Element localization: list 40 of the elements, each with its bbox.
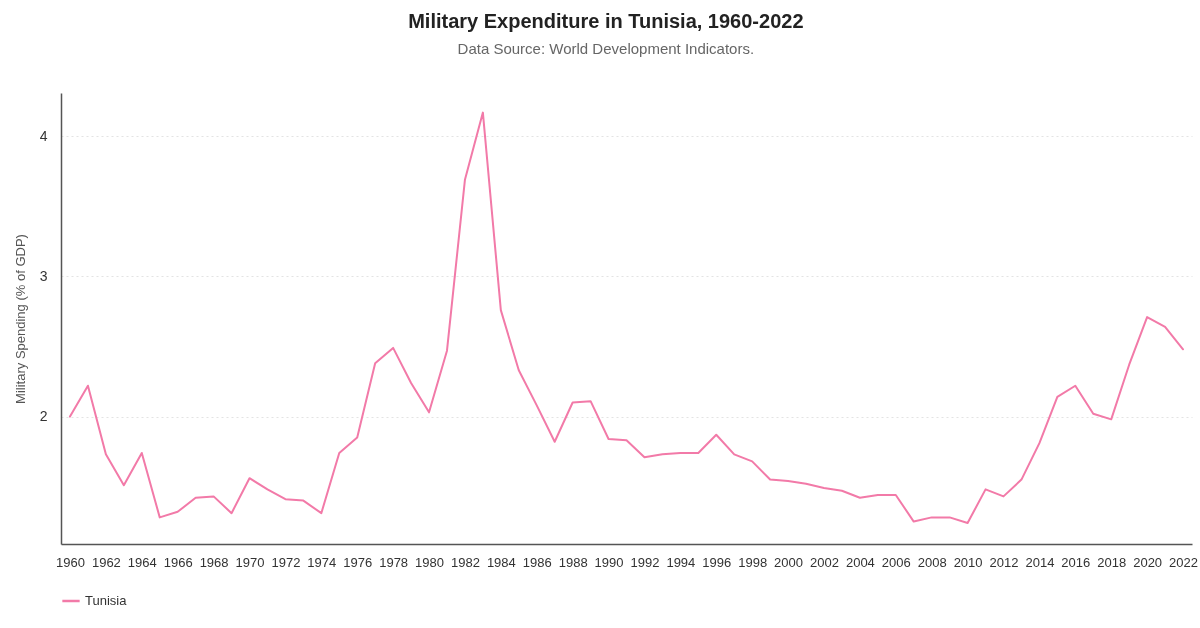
y-tick-label: 2 (39, 408, 48, 425)
x-tick-label: 1970 (235, 554, 265, 570)
x-tick-label: 2000 (774, 554, 804, 570)
x-tick-label: 1966 (163, 554, 193, 570)
x-tick-label: 2020 (1133, 554, 1163, 570)
y-tick-label: 3 (39, 267, 48, 284)
chart-subtitle: Data Source: World Development Indicators. (457, 40, 755, 57)
x-tick-label: 2004 (845, 554, 875, 570)
x-tick-label: 2016 (1061, 554, 1091, 570)
chart-title: Military Expenditure in Tunisia, 1960-2022 (408, 10, 804, 32)
x-tick-label: 1994 (666, 554, 696, 570)
x-tick-label: 1960 (56, 554, 85, 570)
x-tick-label: 1968 (199, 554, 229, 570)
legend-label: Tunisia (85, 593, 128, 608)
x-tick-label: 1964 (127, 554, 157, 570)
y-axis-title: Military Spending (% of GDP) (12, 234, 28, 404)
x-tick-label: 1980 (415, 554, 444, 570)
x-tick-label: 1978 (379, 554, 409, 570)
x-tick-label: 1976 (343, 554, 373, 570)
x-tick-label: 1984 (486, 554, 516, 570)
x-tick-label: 2008 (917, 554, 947, 570)
x-tick-label: 2002 (810, 554, 839, 570)
y-tick-label: 4 (39, 127, 48, 144)
x-tick-label: 1972 (271, 554, 301, 570)
x-tick-label: 2012 (989, 554, 1019, 570)
x-tick-label: 1996 (702, 554, 732, 570)
x-tick-label: 1962 (91, 554, 121, 570)
x-tick-label: 1992 (630, 554, 660, 570)
x-tick-label: 1982 (450, 554, 480, 570)
x-tick-label: 2018 (1097, 554, 1127, 570)
x-tick-label: 1998 (738, 554, 768, 570)
x-tick-label: 2006 (881, 554, 911, 570)
x-tick-label: 1990 (594, 554, 624, 570)
x-tick-label: 2010 (953, 554, 983, 570)
x-tick-label: 2014 (1025, 554, 1055, 570)
x-tick-label: 1988 (558, 554, 588, 570)
x-tick-label: 2022 (1169, 554, 1198, 570)
line-series (68, 111, 1185, 524)
x-tick-label: 1974 (307, 554, 337, 570)
x-tick-label: 1986 (522, 554, 552, 570)
